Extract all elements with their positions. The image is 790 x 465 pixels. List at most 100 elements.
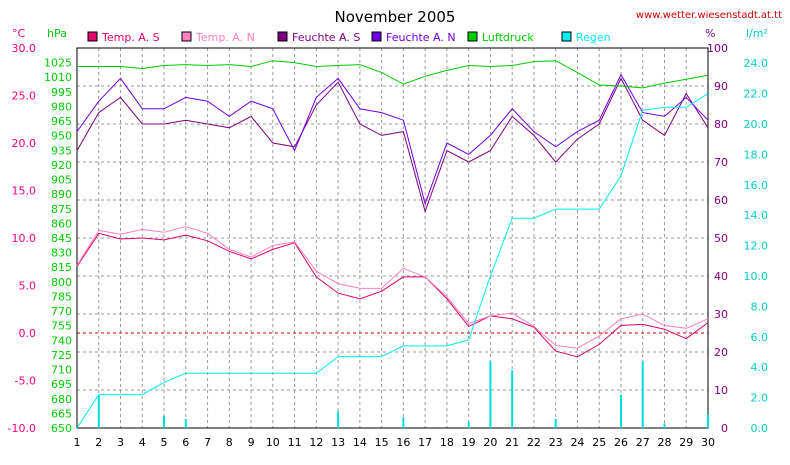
x-tick-label: 17 xyxy=(418,436,432,449)
source-link[interactable]: www.wetter.wiesenstadt.at.tt xyxy=(636,10,782,21)
pressure-tick-label: 1010 xyxy=(44,71,72,84)
series-line-temp-a-s xyxy=(76,232,709,358)
humidity-tick-label: 100 xyxy=(707,42,728,55)
pressure-tick-label: 740 xyxy=(51,334,72,347)
rain-tick-label: 0.0 xyxy=(751,422,769,435)
x-tick-label: 5 xyxy=(161,436,168,449)
pressure-tick-label: 995 xyxy=(51,86,72,99)
pressure-tick-label: 845 xyxy=(51,232,72,245)
x-tick-label: 18 xyxy=(440,436,454,449)
pressure-tick-label: 980 xyxy=(51,100,72,113)
pressure-tick-label: 710 xyxy=(51,364,72,377)
legend-label: Feuchte A. S xyxy=(292,31,360,44)
x-tick-label: 6 xyxy=(182,436,189,449)
temperature-tick-label: 5.0 xyxy=(19,280,37,293)
x-tick-label: 26 xyxy=(614,436,628,449)
temperature-tick-label: 30.0 xyxy=(12,42,37,55)
pressure-tick-label: 1025 xyxy=(44,57,72,70)
x-tick-label: 2 xyxy=(95,436,102,449)
temperature-tick-label: 20.0 xyxy=(12,137,37,150)
legend-item: Luftdruck xyxy=(467,31,534,44)
x-tick-label: 23 xyxy=(549,436,563,449)
humidity-tick-label: 30 xyxy=(714,308,728,321)
legend-swatch xyxy=(371,31,382,42)
rain-tick-label: 16.0 xyxy=(744,179,769,192)
x-tick-label: 11 xyxy=(288,436,302,449)
pressure-tick-label: 935 xyxy=(51,144,72,157)
series-line-regen xyxy=(76,93,709,429)
legend-label: Temp. A. N xyxy=(195,31,255,44)
humidity-tick-label: 90 xyxy=(714,80,728,93)
rain-tick-label: 22.0 xyxy=(744,88,769,101)
x-tick-label: 20 xyxy=(483,436,497,449)
legend-swatch xyxy=(467,31,478,42)
pressure-tick-label: 860 xyxy=(51,217,72,230)
pressure-tick-label: 815 xyxy=(51,261,72,274)
legend-label: Temp. A. S xyxy=(101,31,160,44)
x-tick-label: 7 xyxy=(204,436,211,449)
humidity-tick-label: 20 xyxy=(714,346,728,359)
legend-item: Regen xyxy=(561,31,611,44)
pressure-tick-label: 905 xyxy=(51,174,72,187)
humidity-tick-label: 10 xyxy=(714,384,728,397)
x-tick-label: 14 xyxy=(353,436,367,449)
rain-tick-label: 10.0 xyxy=(744,270,769,283)
rain-tick-label: 6.0 xyxy=(751,331,769,344)
pressure-tick-label: 785 xyxy=(51,290,72,303)
x-tick-label: 27 xyxy=(636,436,650,449)
rain-tick-label: 24.0 xyxy=(744,57,769,70)
x-tick-label: 19 xyxy=(462,436,476,449)
legend-item: Feuchte A. N xyxy=(371,31,456,44)
series-line-feuchte-a-n xyxy=(76,73,709,206)
humidity-tick-label: 60 xyxy=(714,194,728,207)
rain-tick-label: 20.0 xyxy=(744,118,769,131)
pressure-tick-label: 770 xyxy=(51,305,72,318)
x-tick-label: 25 xyxy=(592,436,606,449)
series-line-feuchte-a-s xyxy=(76,77,709,214)
x-tick-label: 9 xyxy=(248,436,255,449)
temperature-tick-label: 10.0 xyxy=(12,232,37,245)
pressure-tick-label: 725 xyxy=(51,349,72,362)
humidity-tick-label: 80 xyxy=(714,118,728,131)
x-tick-label: 22 xyxy=(527,436,541,449)
pressure-tick-label: 755 xyxy=(51,320,72,333)
plot-area-border xyxy=(76,47,709,429)
pressure-tick-label: 800 xyxy=(51,276,72,289)
legend-item: Feuchte A. S xyxy=(277,31,360,44)
x-tick-label: 4 xyxy=(139,436,146,449)
pressure-tick-label: 890 xyxy=(51,188,72,201)
x-tick-label: 3 xyxy=(117,436,124,449)
pressure-tick-label: 830 xyxy=(51,247,72,260)
temperature-tick-label: 25.0 xyxy=(12,90,37,103)
legend-item: Temp. A. S xyxy=(87,31,160,44)
temperature-unit-label: °C xyxy=(12,27,26,40)
pressure-tick-label: 650 xyxy=(51,422,72,435)
rain-tick-label: 12.0 xyxy=(744,240,769,253)
legend-swatch xyxy=(277,31,288,42)
x-tick-label: 24 xyxy=(570,436,584,449)
rain-tick-label: 8.0 xyxy=(751,300,769,313)
rain-unit-label: l/m² xyxy=(746,27,768,40)
pressure-tick-label: 950 xyxy=(51,130,72,143)
legend-label: Feuchte A. N xyxy=(386,31,456,44)
pressure-tick-label: 695 xyxy=(51,378,72,391)
x-tick-label: 8 xyxy=(226,436,233,449)
legend-item: Temp. A. N xyxy=(181,31,255,44)
x-tick-label: 1 xyxy=(74,436,81,449)
pressure-tick-label: 920 xyxy=(51,159,72,172)
humidity-tick-label: 40 xyxy=(714,270,728,283)
humidity-tick-label: 50 xyxy=(714,232,728,245)
rain-tick-label: 14.0 xyxy=(744,209,769,222)
temperature-tick-label: -5.0 xyxy=(15,375,36,388)
pressure-tick-label: 680 xyxy=(51,393,72,406)
series-line-temp-a-n xyxy=(76,226,709,349)
legend-label: Luftdruck xyxy=(482,31,534,44)
rain-tick-label: 18.0 xyxy=(744,148,769,161)
x-tick-label: 10 xyxy=(266,436,280,449)
temperature-tick-label: 0.0 xyxy=(19,327,37,340)
x-tick-label: 30 xyxy=(701,436,715,449)
x-tick-label: 16 xyxy=(396,436,410,449)
humidity-tick-label: 70 xyxy=(714,156,728,169)
